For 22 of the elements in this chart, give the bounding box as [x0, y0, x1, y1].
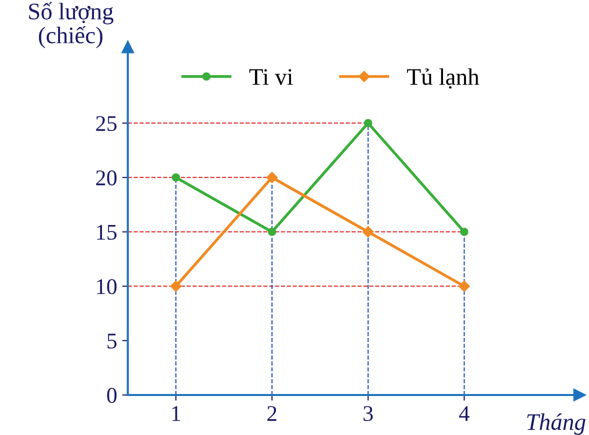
- y-axis-title: Số lượng (chiếc): [29, 2, 114, 48]
- x-tick-label: 3: [364, 406, 373, 422]
- y-tick-label: 15: [97, 224, 117, 240]
- x-tick-label: 2: [267, 406, 276, 421]
- x-axis-title: Tháng: [527, 413, 586, 435]
- y-tick-label: 0: [107, 388, 117, 403]
- x-tick-label: 4: [459, 406, 470, 421]
- point: [460, 228, 468, 236]
- point: [364, 118, 372, 128]
- point: [170, 280, 182, 292]
- y-tick-label: 25: [96, 116, 117, 132]
- y-tick-label: 20: [96, 170, 117, 186]
- x-tick-label: 1: [172, 406, 180, 421]
- point: [172, 173, 180, 182]
- legend-label: Tủ lạnh: [407, 68, 480, 89]
- point: [458, 280, 470, 292]
- point: [362, 226, 374, 238]
- point: [266, 172, 278, 184]
- legend-label: Ti vi: [249, 69, 293, 85]
- y-tick-label: 5: [108, 334, 117, 349]
- point: [268, 228, 276, 236]
- y-tick-label: 10: [97, 279, 117, 294]
